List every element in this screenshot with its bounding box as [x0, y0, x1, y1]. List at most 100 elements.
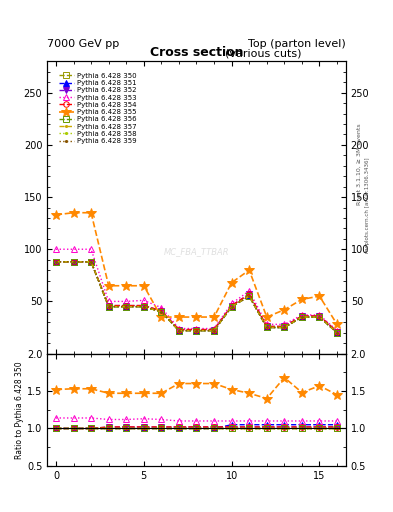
Line: Pythia 6.428 354: Pythia 6.428 354 — [53, 259, 340, 334]
Pythia 6.428 358 — [247, 293, 252, 299]
Pythia 6.428 350 — [229, 304, 234, 310]
Pythia 6.428 359 — [141, 304, 146, 310]
Pythia 6.428 355 — [335, 322, 340, 328]
Pythia 6.428 352 — [264, 324, 269, 330]
Pythia 6.428 357 — [124, 304, 129, 310]
Pythia 6.428 357 — [159, 309, 164, 315]
Pythia 6.428 356 — [194, 328, 199, 334]
Pythia 6.428 355 — [89, 209, 94, 216]
Pythia 6.428 359 — [299, 314, 304, 320]
Pythia 6.428 355 — [264, 314, 269, 320]
Pythia 6.428 354 — [89, 259, 94, 265]
Pythia 6.428 356 — [71, 259, 76, 265]
Pythia 6.428 356 — [89, 259, 94, 265]
Line: Pythia 6.428 352: Pythia 6.428 352 — [53, 259, 340, 334]
Pythia 6.428 359 — [282, 325, 287, 331]
Pythia 6.428 357 — [264, 325, 269, 331]
Pythia 6.428 352 — [247, 291, 252, 297]
Pythia 6.428 351 — [89, 259, 94, 265]
Pythia 6.428 354 — [299, 313, 304, 319]
Pythia 6.428 354 — [282, 324, 287, 330]
Pythia 6.428 353 — [124, 298, 129, 305]
Pythia 6.428 358 — [264, 325, 269, 331]
Pythia 6.428 356 — [299, 314, 304, 320]
Pythia 6.428 357 — [282, 325, 287, 331]
Pythia 6.428 353 — [106, 298, 111, 305]
Pythia 6.428 352 — [229, 303, 234, 309]
Pythia 6.428 355 — [299, 296, 304, 303]
Pythia 6.428 359 — [229, 304, 234, 310]
Pythia 6.428 358 — [317, 314, 322, 320]
Pythia 6.428 352 — [299, 313, 304, 319]
Pythia 6.428 359 — [212, 328, 217, 334]
Pythia 6.428 358 — [159, 309, 164, 315]
Pythia 6.428 359 — [71, 259, 76, 265]
Line: Pythia 6.428 350: Pythia 6.428 350 — [53, 259, 340, 335]
Pythia 6.428 352 — [335, 329, 340, 335]
Pythia 6.428 350 — [53, 259, 58, 265]
Line: Pythia 6.428 355: Pythia 6.428 355 — [51, 208, 342, 329]
Pythia 6.428 356 — [335, 330, 340, 336]
Pythia 6.428 353 — [194, 326, 199, 332]
Pythia 6.428 351 — [53, 259, 58, 265]
Pythia 6.428 352 — [53, 259, 58, 265]
Pythia 6.428 351 — [282, 325, 287, 331]
Pythia 6.428 358 — [194, 328, 199, 334]
Pythia 6.428 355 — [282, 307, 287, 313]
Pythia 6.428 355 — [159, 314, 164, 320]
Pythia 6.428 355 — [212, 314, 217, 320]
Pythia 6.428 357 — [247, 293, 252, 299]
Pythia 6.428 352 — [176, 327, 181, 333]
Pythia 6.428 359 — [264, 325, 269, 331]
Pythia 6.428 355 — [106, 283, 111, 289]
Pythia 6.428 354 — [71, 259, 76, 265]
Line: Pythia 6.428 357: Pythia 6.428 357 — [54, 260, 339, 335]
Pythia 6.428 351 — [247, 293, 252, 299]
Pythia 6.428 354 — [212, 327, 217, 333]
Pythia 6.428 358 — [141, 304, 146, 310]
Pythia 6.428 358 — [71, 259, 76, 265]
Pythia 6.428 357 — [106, 304, 111, 310]
Pythia 6.428 350 — [106, 304, 111, 310]
Pythia 6.428 357 — [89, 259, 94, 265]
Pythia 6.428 358 — [53, 259, 58, 265]
Pythia 6.428 359 — [176, 328, 181, 334]
Pythia 6.428 352 — [124, 303, 129, 309]
Pythia 6.428 355 — [229, 280, 234, 286]
Pythia 6.428 352 — [212, 327, 217, 333]
Pythia 6.428 354 — [194, 327, 199, 333]
Pythia 6.428 351 — [159, 309, 164, 315]
Pythia 6.428 353 — [212, 326, 217, 332]
Pythia 6.428 355 — [124, 283, 129, 289]
Pythia 6.428 351 — [176, 328, 181, 334]
Pythia 6.428 354 — [247, 291, 252, 297]
Pythia 6.428 359 — [53, 259, 58, 265]
Line: Pythia 6.428 353: Pythia 6.428 353 — [53, 246, 340, 333]
Pythia 6.428 351 — [212, 328, 217, 334]
Pythia 6.428 358 — [299, 314, 304, 320]
Pythia 6.428 350 — [282, 325, 287, 331]
Pythia 6.428 356 — [159, 309, 164, 315]
Pythia 6.428 354 — [264, 324, 269, 330]
Pythia 6.428 352 — [141, 303, 146, 309]
Pythia 6.428 358 — [124, 304, 129, 310]
Pythia 6.428 351 — [317, 314, 322, 320]
Pythia 6.428 353 — [229, 301, 234, 307]
Pythia 6.428 357 — [299, 314, 304, 320]
Pythia 6.428 354 — [53, 259, 58, 265]
Pythia 6.428 353 — [335, 328, 340, 334]
Pythia 6.428 355 — [194, 314, 199, 320]
Pythia 6.428 359 — [89, 259, 94, 265]
Pythia 6.428 357 — [71, 259, 76, 265]
Pythia 6.428 350 — [299, 314, 304, 320]
Pythia 6.428 352 — [159, 308, 164, 314]
Pythia 6.428 351 — [124, 304, 129, 310]
Text: Top (parton level): Top (parton level) — [248, 38, 346, 49]
Pythia 6.428 354 — [141, 303, 146, 309]
Pythia 6.428 357 — [335, 330, 340, 336]
Pythia 6.428 359 — [335, 330, 340, 336]
Pythia 6.428 350 — [317, 314, 322, 320]
Pythia 6.428 358 — [335, 330, 340, 336]
Pythia 6.428 356 — [141, 304, 146, 310]
Pythia 6.428 350 — [159, 309, 164, 315]
